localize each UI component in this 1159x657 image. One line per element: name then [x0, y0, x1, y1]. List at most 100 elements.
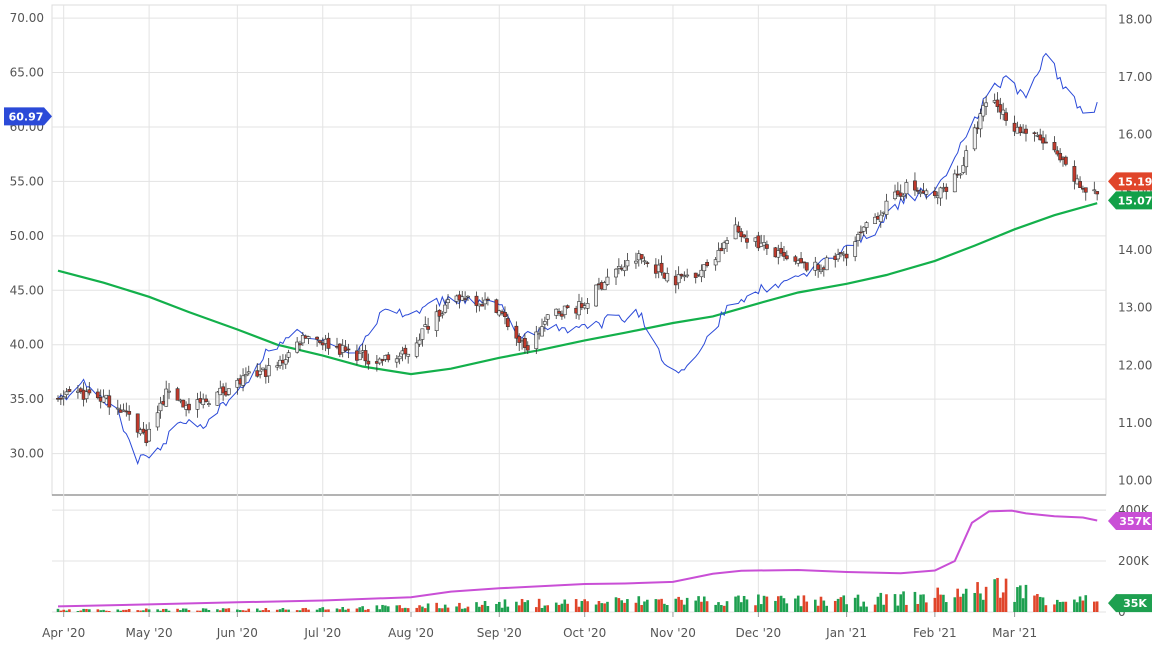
- volume-bar: [324, 609, 327, 612]
- candle-down: [514, 325, 519, 339]
- volume-bar: [594, 604, 598, 612]
- candle-down: [366, 360, 371, 365]
- volume-bar: [879, 592, 883, 612]
- volume-bar: [1016, 587, 1019, 612]
- candle-down: [380, 359, 385, 362]
- volume-bar: [560, 603, 564, 612]
- volume-bar: [626, 599, 629, 612]
- candle-down: [756, 235, 761, 249]
- x-tick-label: Jan '21: [825, 626, 867, 640]
- candle-up: [713, 259, 718, 266]
- candle-up: [722, 242, 727, 249]
- volume-bar: [799, 606, 803, 612]
- value-tags: 60.97 15.07 15.19 357K 35K: [4, 107, 1152, 613]
- volume-bar: [241, 610, 245, 612]
- candle-up: [258, 370, 263, 375]
- volume-bar: [683, 604, 686, 612]
- candle-down: [175, 388, 180, 401]
- volume-bar: [99, 610, 103, 612]
- volume-bar: [702, 596, 706, 612]
- volume-bar: [483, 600, 487, 612]
- volume-bar: [1064, 601, 1068, 612]
- candle-up: [893, 191, 897, 200]
- candle-down: [932, 190, 937, 196]
- candle-up: [682, 275, 687, 278]
- grid: [51, 4, 1107, 613]
- volume-bar: [301, 608, 305, 612]
- volume-bar: [759, 604, 763, 612]
- candle-down: [779, 248, 784, 254]
- volume-bar: [842, 595, 846, 612]
- volume-bar: [1058, 602, 1062, 612]
- candle-down: [318, 340, 322, 343]
- x-axis: Apr '20 May '20 Jun '20 Jul '20 Aug '20 Sep '…: [42, 612, 1037, 640]
- volume-average-value-tag-text: 357K: [1119, 515, 1151, 528]
- volume-bar: [281, 608, 285, 612]
- volume-bar: [845, 604, 848, 612]
- candle-up: [585, 303, 590, 309]
- volume-bar: [423, 608, 427, 612]
- volume-bar: [959, 596, 962, 612]
- volume-bar: [796, 595, 800, 612]
- candle-up: [856, 234, 860, 241]
- volume-bar: [1075, 602, 1079, 612]
- candle-up: [594, 284, 598, 307]
- volume-bar: [335, 608, 339, 612]
- volume-bar: [722, 605, 726, 612]
- volume-bar: [142, 610, 145, 612]
- candle-down: [1083, 187, 1088, 193]
- volume-bar: [386, 606, 390, 612]
- candle-up: [614, 268, 618, 278]
- candle-down: [816, 264, 821, 270]
- volume-bar: [384, 605, 387, 612]
- volume-bar: [882, 604, 885, 612]
- volume-bar: [774, 600, 777, 612]
- candle-up: [545, 314, 550, 320]
- volume-bar: [156, 609, 159, 612]
- candle-up: [414, 342, 419, 357]
- candle-down: [793, 256, 798, 262]
- volume-bar: [705, 601, 709, 612]
- volume-bar: [486, 606, 490, 612]
- volume-bar: [218, 610, 222, 612]
- volume-bar: [1038, 596, 1042, 612]
- candle-down: [913, 180, 917, 191]
- volume-bar: [600, 603, 604, 612]
- volume-bar: [295, 610, 299, 612]
- candle-up: [605, 276, 610, 285]
- candle-up: [300, 335, 305, 344]
- candle-up: [167, 390, 171, 393]
- volume-average-line: [57, 509, 1098, 608]
- candle-down: [799, 258, 803, 264]
- volume-bar: [1021, 598, 1025, 612]
- volume-bar: [794, 598, 797, 612]
- candle-down: [839, 252, 843, 254]
- candle-up: [261, 367, 265, 370]
- volume-bar: [680, 599, 683, 612]
- volume-bar: [338, 609, 342, 612]
- candle-up: [853, 241, 858, 257]
- volume-bar: [255, 608, 259, 612]
- volume-bar: [1004, 578, 1008, 612]
- volume-bar: [82, 608, 85, 612]
- candle-down: [320, 342, 325, 346]
- volume-bar: [406, 608, 410, 612]
- volume-bar: [580, 601, 584, 612]
- volume-bar: [517, 605, 521, 612]
- volume-bar: [646, 599, 649, 612]
- volume-bar: [962, 593, 965, 612]
- candle-down: [645, 262, 650, 264]
- volume-bar: [665, 604, 669, 612]
- candle-down: [844, 253, 849, 259]
- volume-bar: [415, 607, 419, 612]
- volume-bar: [495, 603, 498, 612]
- candle-up: [542, 321, 547, 325]
- volume-bar: [984, 586, 988, 612]
- candle-up: [434, 311, 439, 331]
- volume-bar: [361, 606, 364, 612]
- volume-bar: [176, 608, 179, 612]
- volume-bar: [475, 602, 478, 612]
- volume-bar: [925, 602, 928, 612]
- candle-up: [201, 398, 206, 405]
- volume-bar: [776, 596, 780, 612]
